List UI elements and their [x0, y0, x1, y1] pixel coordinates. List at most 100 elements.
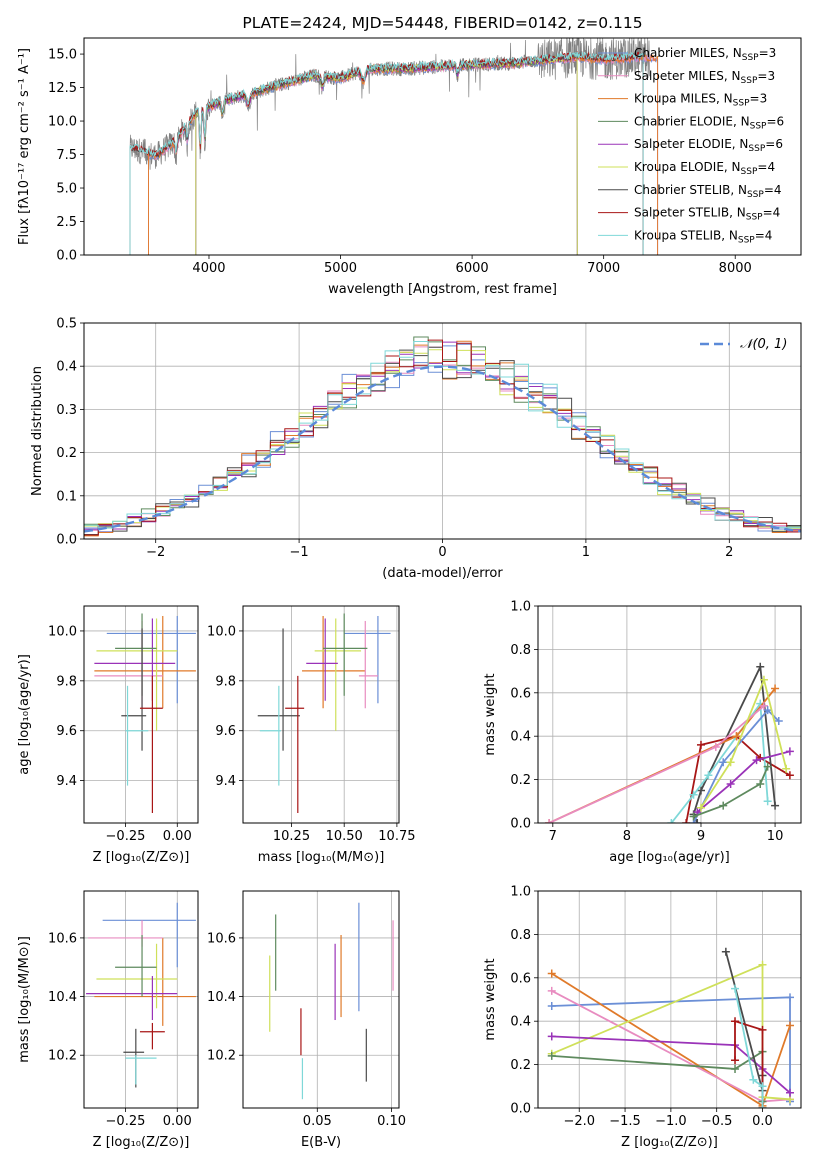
x-tick-label: 5000 [324, 261, 357, 276]
weight-marker [756, 662, 765, 671]
weight-line [734, 988, 764, 1108]
x-tick-label: 0 [438, 545, 446, 560]
x-tick-label: 2 [725, 545, 733, 560]
y-tick-label: 10.0 [48, 115, 77, 130]
weight-marker [696, 786, 705, 795]
x-tick-label: 0.10 [377, 1114, 406, 1129]
axes-age_vs_mass: 10.25 10.50 10.75 9.4 9.6 9.8 10.0 mass [log₁₀(… [207, 605, 416, 865]
x-tick-label: 8 [623, 829, 631, 844]
x-tick-label: −2.0 [563, 1114, 595, 1129]
error-point-chabrier-elodie [323, 613, 368, 696]
weight-marker [786, 993, 795, 1002]
axes-frame [537, 890, 802, 1109]
legend-label: Kroupa STELIB, NSSP=4 [634, 228, 772, 245]
x-axis-label: E(B-V) [301, 1135, 341, 1150]
y-tick-label: 10.6 [207, 931, 236, 946]
x-axis-label: age [log₁₀(age/yr)] [609, 850, 730, 865]
model-spectrum-chabrier-elodie [195, 54, 578, 255]
histogram-salpeter-stelib [84, 339, 801, 536]
axes-mass_weight_vs_age: 7 8 9 10 0.0 0.2 0.4 0.6 0.8 1.0 age [log₁₀(age/yr… [483, 600, 802, 865]
y-tick-label: 10.0 [207, 624, 236, 639]
x-axis-label: mass [log₁₀(M/M⊙)] [258, 850, 385, 865]
x-tick-label: 8000 [719, 261, 752, 276]
weight-marker [547, 1002, 556, 1011]
axes-residuals: −2 −1 0 1 2 0.0 0.1 0.2 0.3 0.4 0.5 (data-model)/er… [30, 317, 802, 581]
y-tick-label: 10.4 [48, 990, 77, 1005]
y-axis-label: age [log₁₀(age/yr)] [17, 654, 32, 775]
y-tick-label: 10.2 [207, 1049, 236, 1064]
weight-marker [763, 706, 772, 715]
weight-marker [752, 756, 761, 765]
legend-label: Chabrier ELODIE, NSSP=6 [634, 114, 784, 131]
weight-marker [719, 801, 728, 810]
spectrum-legend: Chabrier MILES, NSSP=3 Salpeter MILES, NS… [598, 46, 784, 245]
weight-series-chabrier-elodie [547, 1047, 767, 1106]
weight-marker [547, 969, 556, 978]
x-tick-label: 7000 [587, 261, 620, 276]
x-tick-label: 4000 [192, 261, 225, 276]
weight-marker [667, 819, 676, 823]
y-tick-label: 9.4 [56, 774, 77, 789]
axes-mass_vs_Z: −0.25 0.00 10.2 10.4 10.6 Z [log₁₀(Z/Z⊙)] mass… [17, 890, 199, 1150]
weight-marker [749, 1075, 758, 1084]
error-point-kroupa-elodie [314, 618, 362, 731]
error-point-chabrier-stelib [121, 628, 147, 751]
y-tick-label: 10.6 [48, 931, 77, 946]
residuals-legend: 𝒩(0, 1) [700, 337, 787, 352]
legend-label: Kroupa ELODIE, NSSP=4 [634, 160, 775, 177]
x-tick-label: 10 [767, 829, 784, 844]
axes-frame [83, 890, 199, 1109]
y-axis-label: Flux [fλ10⁻¹⁷ erg cm⁻² s⁻¹ A⁻¹] [17, 48, 32, 245]
x-axis-label: Z [log₁₀(Z/Z⊙)] [93, 850, 190, 865]
axes-age_vs_Z: −0.25 0.00 9.4 9.6 9.8 10.0 Z [log₁₀(Z/Z⊙)] age… [17, 605, 199, 865]
weight-line [551, 1049, 764, 1102]
y-tick-label: 10.0 [48, 624, 77, 639]
weight-series-chabrier-elodie [689, 762, 772, 821]
weight-marker [758, 1104, 767, 1108]
model-spectrum-kroupa-miles [148, 53, 659, 255]
y-tick-label: 0.2 [510, 1058, 531, 1073]
y-tick-label: 0.5 [56, 317, 77, 332]
model-spectrum-chabrier-miles [148, 55, 659, 255]
y-tick-label: 9.8 [56, 674, 77, 689]
y-tick-label: 0.2 [56, 446, 77, 461]
y-tick-label: 0.8 [510, 928, 531, 943]
weight-marker [771, 684, 780, 693]
plot-area [257, 613, 391, 814]
x-axis-label: wavelength [Angstrom, rest frame] [328, 282, 557, 297]
weight-marker [774, 717, 783, 726]
x-tick-label: 0.05 [303, 1114, 332, 1129]
weight-marker [731, 1056, 740, 1065]
error-point-salpeter-stelib [139, 675, 163, 814]
weight-marker [785, 771, 794, 780]
x-tick-label: 7 [549, 829, 557, 844]
error-point-kroupa-elodie [96, 943, 178, 1009]
y-axis-label: Normed distribution [30, 366, 45, 496]
model-spectrum-chabrier-stelib [129, 51, 644, 255]
legend-label: Salpeter STELIB, NSSP=4 [634, 206, 780, 223]
x-axis-label: Z [log₁₀(Z/Z⊙)] [93, 1135, 190, 1150]
legend-label: Salpeter ELODIE, NSSP=6 [634, 137, 783, 154]
plot-area [94, 613, 196, 814]
model-spectrum-kroupa-elodie [195, 53, 578, 255]
weight-marker [758, 1025, 767, 1034]
y-tick-label: 0.6 [510, 971, 531, 986]
axes-frame [83, 322, 802, 540]
x-tick-label: 10.25 [273, 829, 310, 844]
weight-marker [731, 984, 740, 993]
weight-line [693, 766, 769, 818]
weight-series-kroupa-elodie [696, 675, 791, 812]
y-axis-label: mass weight [483, 958, 498, 1040]
axes-frame [83, 37, 802, 256]
weight-marker [759, 701, 768, 710]
y-axis-label: mass weight [483, 673, 498, 755]
axes-mass_vs_ebv: 0.05 0.10 10.2 10.4 10.6 E(B-V) [207, 890, 406, 1150]
y-tick-label: 0.0 [56, 533, 77, 548]
y-tick-label: 0.1 [56, 489, 77, 504]
x-axis-label: (data-model)/error [382, 566, 503, 581]
weight-marker [763, 797, 772, 806]
x-axis-label: Z [log₁₀(Z/Z⊙)] [621, 1135, 718, 1150]
plot-area [547, 947, 795, 1108]
error-point-chabrier-miles [102, 902, 196, 968]
y-tick-label: 0.0 [510, 1102, 531, 1117]
